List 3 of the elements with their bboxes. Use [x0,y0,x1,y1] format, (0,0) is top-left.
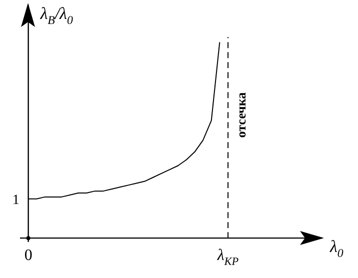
x-tick-label: 0 [24,247,32,264]
ref-line-label: отсечка [233,92,248,138]
text: 1 [12,192,20,208]
